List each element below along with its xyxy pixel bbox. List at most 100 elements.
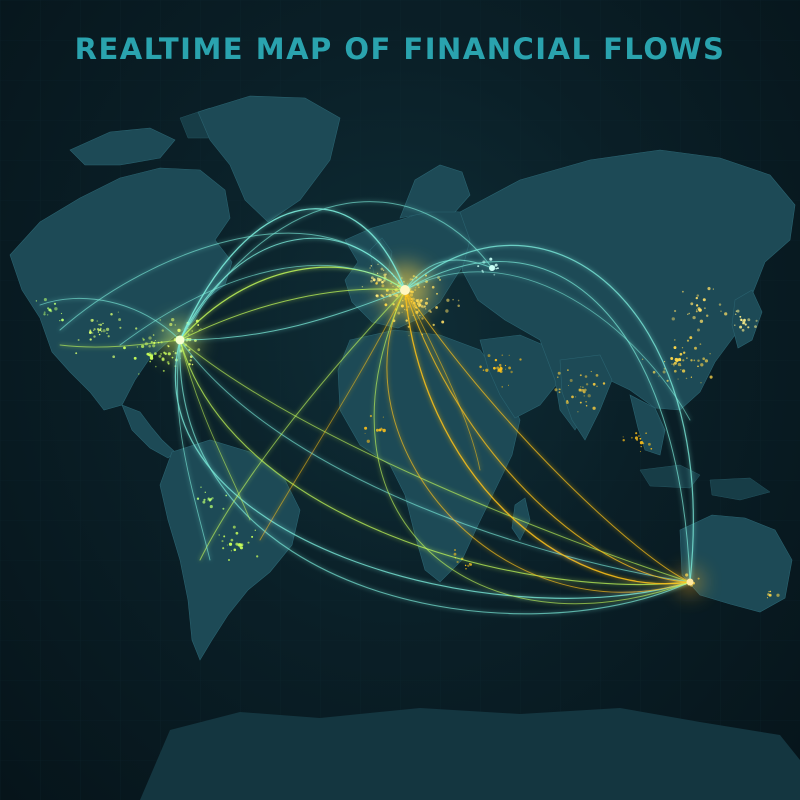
city-light — [482, 369, 485, 372]
city-light — [559, 388, 561, 391]
city-light — [452, 298, 454, 301]
city-light — [690, 359, 693, 362]
city-light — [159, 319, 161, 321]
city-light — [582, 386, 584, 388]
antarctica — [140, 708, 800, 800]
city-light — [226, 544, 228, 546]
city-light — [674, 357, 678, 362]
city-light — [596, 385, 598, 388]
city-light — [740, 318, 743, 322]
city-light — [494, 263, 498, 267]
city-light — [47, 307, 50, 310]
city-light — [700, 363, 704, 367]
city-light — [456, 560, 459, 564]
city-light — [158, 354, 162, 358]
city-light — [507, 384, 510, 386]
city-light — [436, 292, 438, 295]
city-light — [638, 435, 640, 437]
city-light — [585, 400, 587, 403]
city-light — [152, 344, 156, 348]
city-light — [247, 541, 250, 544]
city-light — [147, 353, 150, 356]
city-light — [148, 336, 152, 340]
city-light — [431, 285, 435, 289]
city-light — [709, 375, 713, 379]
city-light — [223, 535, 226, 538]
landmasses — [9, 95, 800, 800]
city-light — [50, 310, 53, 313]
city-light — [683, 351, 686, 354]
city-light — [152, 334, 155, 336]
city-light — [755, 319, 758, 322]
city-light — [673, 346, 677, 350]
city-light — [496, 366, 500, 370]
city-light — [508, 354, 510, 356]
city-light — [477, 265, 480, 268]
madagascar — [511, 497, 531, 541]
city-light — [97, 331, 100, 333]
city-light — [373, 279, 376, 282]
city-light — [739, 325, 743, 329]
city-light — [493, 273, 496, 276]
city-light — [681, 347, 684, 349]
flow-arc — [179, 339, 691, 583]
city-light — [370, 265, 373, 267]
city-light — [366, 439, 370, 443]
city-light — [498, 369, 502, 372]
city-light — [429, 311, 432, 313]
flow-arc — [179, 339, 691, 583]
city-light — [166, 361, 170, 364]
city-light — [75, 352, 78, 355]
city-light — [235, 531, 239, 535]
city-light — [686, 357, 688, 359]
city-light — [375, 294, 379, 297]
flow-arc — [259, 289, 406, 541]
flow-arc — [179, 288, 406, 341]
city-light — [382, 269, 385, 271]
city-light — [587, 394, 591, 398]
city-light — [699, 343, 702, 345]
city-light — [734, 324, 736, 326]
city-light — [677, 362, 682, 367]
city-light — [567, 369, 569, 371]
city-light — [142, 338, 145, 341]
city-light — [457, 304, 460, 307]
flow-arc — [404, 261, 691, 583]
city-light — [699, 319, 704, 323]
city-light — [639, 441, 644, 445]
city-light — [89, 338, 92, 341]
city-light — [43, 313, 46, 316]
arctic-islands — [69, 127, 176, 166]
city-light — [162, 369, 165, 372]
city-light — [222, 507, 225, 510]
city-light — [508, 366, 512, 370]
city-light — [681, 369, 686, 373]
city-light — [102, 322, 104, 325]
city-light — [43, 311, 46, 314]
city-light — [754, 325, 757, 328]
city-light — [189, 359, 192, 362]
city-light — [622, 438, 625, 442]
city-light — [149, 356, 154, 360]
city-light — [673, 365, 675, 367]
city-light — [218, 534, 220, 536]
flow-arc — [404, 289, 691, 583]
city-light — [592, 382, 596, 386]
city-light — [378, 278, 382, 281]
city-light — [670, 357, 674, 360]
city-light — [149, 360, 152, 363]
city-light — [663, 360, 666, 363]
city-light — [510, 370, 513, 374]
city-light — [88, 331, 92, 334]
city-light — [375, 428, 379, 432]
city-light — [369, 414, 373, 418]
city-light — [695, 310, 698, 313]
city-light — [150, 341, 153, 344]
city-light — [658, 375, 660, 377]
city-light — [724, 312, 728, 316]
india — [559, 354, 613, 441]
city-light — [256, 555, 259, 558]
city-light — [380, 267, 384, 271]
city-light — [592, 406, 596, 410]
flow-arc — [404, 259, 493, 291]
